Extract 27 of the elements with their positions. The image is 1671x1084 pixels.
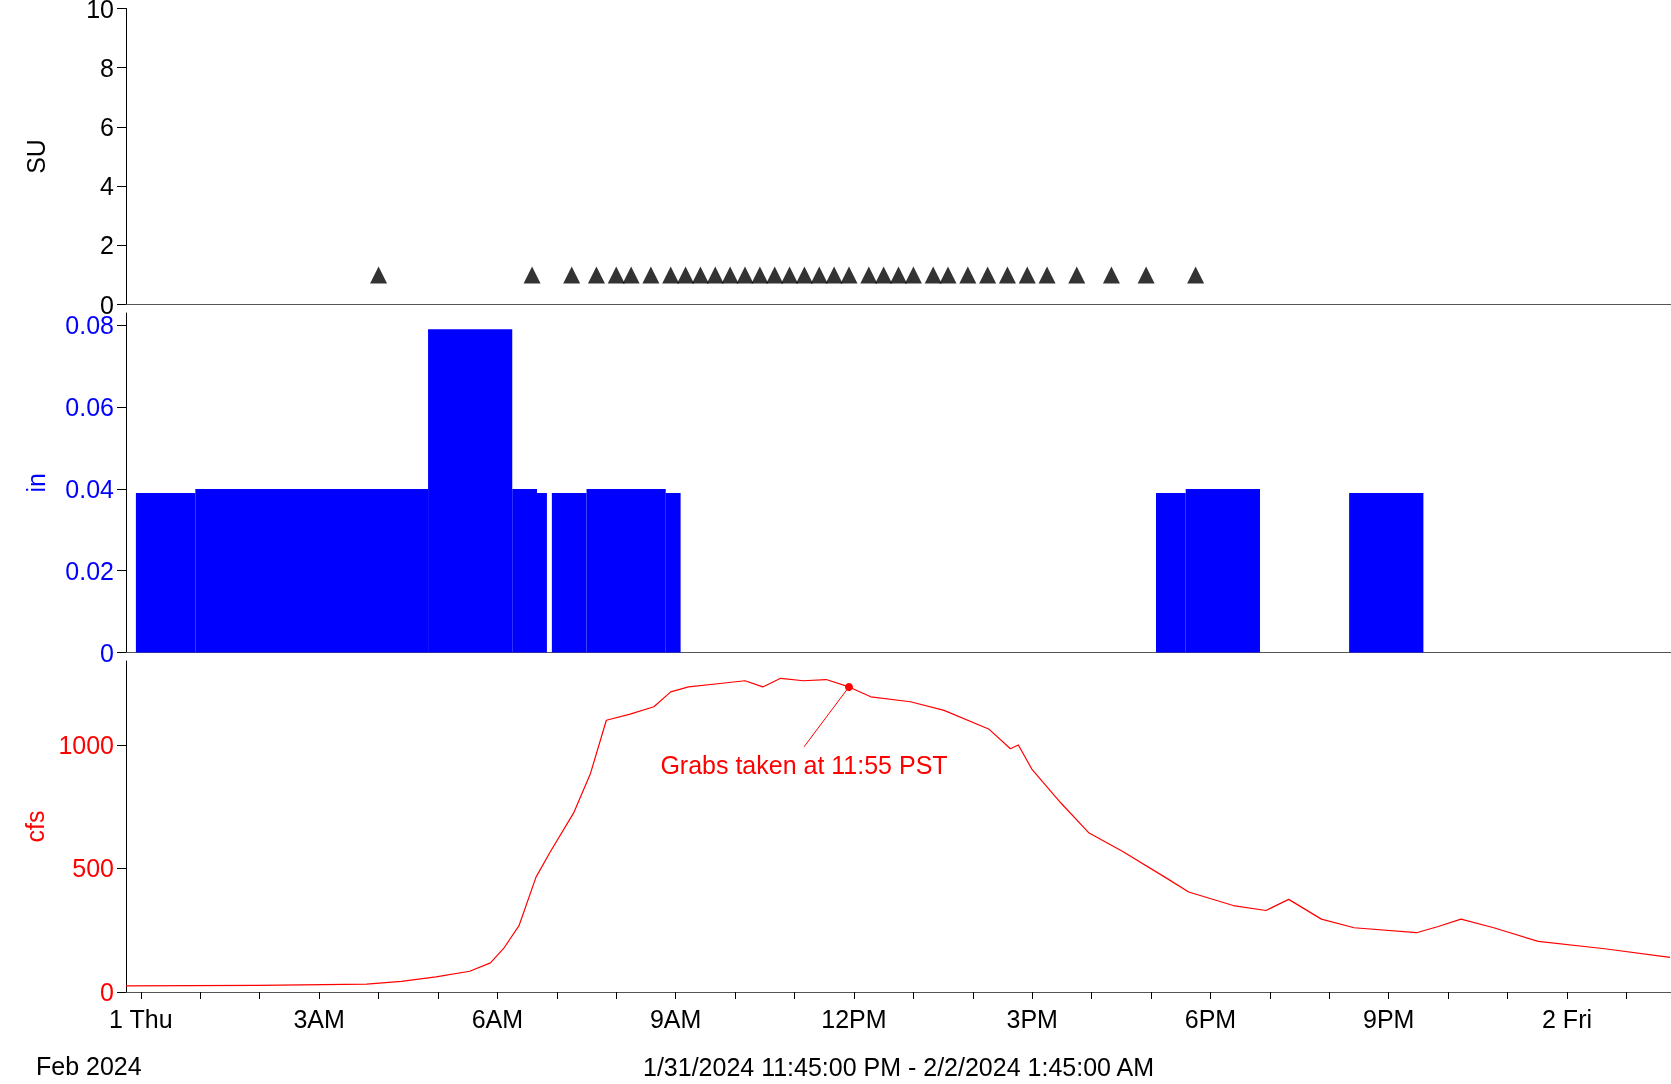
y-tick-label: 0.06 — [65, 393, 114, 422]
x-tick-label: 1 Thu — [109, 1004, 173, 1033]
y-axis-title: cfs — [20, 810, 49, 843]
annotation: Grabs taken at 11:55 PST — [660, 750, 948, 779]
text: Feb 2024 — [36, 1051, 142, 1080]
y-tick-label: 0 — [100, 638, 114, 667]
y-axis-title: in — [21, 473, 50, 493]
x-tick-label: 9AM — [649, 1004, 702, 1033]
x-tick-label: 6PM — [1184, 1004, 1237, 1033]
y-tick-label: 0.04 — [65, 474, 115, 503]
y-tick-label: 500 — [72, 854, 114, 883]
x-tick-label: 12PM — [821, 1004, 887, 1033]
x-tick-label: 3AM — [293, 1004, 345, 1033]
y-tick-label: 10 — [86, 0, 114, 23]
y-tick-label: 8 — [100, 53, 114, 82]
y-tick-label: 0 — [100, 978, 114, 1006]
y-tick-label: 1000 — [58, 730, 114, 759]
y-axis-title: SU — [21, 139, 50, 174]
x-tick-label: 9PM — [1363, 1004, 1415, 1033]
x-tick-label: 2 Fri — [1542, 1004, 1593, 1033]
x-tick-label: 6AM — [471, 1004, 524, 1033]
y-tick-label: 0.02 — [65, 556, 114, 585]
y-tick-label: 6 — [100, 112, 114, 141]
x-axis-title: 1/31/2024 11:45:00 PM - 2/2/2024 1:45:00 AM — [642, 1052, 1155, 1081]
y-tick-label: 2 — [100, 231, 114, 260]
y-tick-label: 4 — [100, 172, 115, 201]
x-tick-label: 3PM — [1006, 1004, 1058, 1033]
